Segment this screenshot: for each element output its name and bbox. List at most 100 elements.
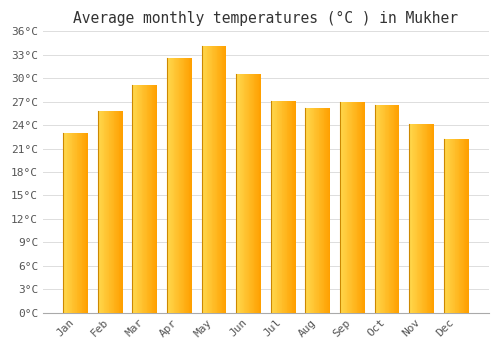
Bar xyxy=(289,101,290,313)
Bar xyxy=(260,75,261,313)
Bar xyxy=(306,108,307,313)
Bar xyxy=(132,85,133,313)
Bar xyxy=(411,124,412,313)
Bar xyxy=(322,108,323,313)
Bar xyxy=(86,133,88,313)
Bar xyxy=(180,58,181,313)
Bar xyxy=(451,139,452,313)
Bar xyxy=(324,108,326,313)
Bar xyxy=(313,108,314,313)
Bar xyxy=(104,111,106,313)
Bar xyxy=(352,102,353,313)
Bar xyxy=(251,75,252,313)
Bar xyxy=(135,85,136,313)
Bar xyxy=(241,75,242,313)
Bar xyxy=(290,101,292,313)
Bar xyxy=(148,85,149,313)
Bar xyxy=(457,139,458,313)
Bar xyxy=(176,58,177,313)
Bar xyxy=(462,139,463,313)
Bar xyxy=(65,133,66,313)
Bar xyxy=(156,85,158,313)
Bar xyxy=(248,75,250,313)
Bar xyxy=(318,108,320,313)
Bar xyxy=(72,133,73,313)
Bar xyxy=(340,102,341,313)
Bar xyxy=(463,139,464,313)
Bar xyxy=(419,124,420,313)
Bar xyxy=(278,101,279,313)
Bar xyxy=(144,85,145,313)
Bar xyxy=(112,111,113,313)
Bar xyxy=(114,111,116,313)
Bar xyxy=(327,108,328,313)
Bar xyxy=(174,58,176,313)
Bar xyxy=(414,124,415,313)
Bar xyxy=(363,102,364,313)
Bar xyxy=(188,58,190,313)
Bar xyxy=(374,105,376,313)
Bar xyxy=(274,101,275,313)
Bar xyxy=(320,108,321,313)
Bar xyxy=(430,124,432,313)
Bar xyxy=(390,105,391,313)
Bar xyxy=(224,46,225,313)
Bar xyxy=(391,105,392,313)
Bar xyxy=(396,105,397,313)
Bar xyxy=(328,108,330,313)
Bar xyxy=(394,105,396,313)
Bar xyxy=(416,124,418,313)
Bar xyxy=(172,58,173,313)
Bar xyxy=(355,102,356,313)
Bar xyxy=(428,124,429,313)
Bar xyxy=(222,46,223,313)
Bar xyxy=(444,139,446,313)
Bar xyxy=(153,85,154,313)
Bar xyxy=(294,101,295,313)
Bar xyxy=(323,108,324,313)
Bar xyxy=(76,133,78,313)
Bar xyxy=(461,139,462,313)
Bar xyxy=(149,85,150,313)
Bar xyxy=(69,133,70,313)
Bar xyxy=(257,75,258,313)
Bar xyxy=(206,46,208,313)
Bar xyxy=(177,58,178,313)
Bar xyxy=(134,85,135,313)
Bar xyxy=(362,102,363,313)
Bar xyxy=(279,101,280,313)
Bar xyxy=(312,108,313,313)
Bar xyxy=(453,139,454,313)
Bar xyxy=(106,111,107,313)
Bar xyxy=(341,102,342,313)
Bar xyxy=(280,101,281,313)
Bar xyxy=(447,139,448,313)
Bar xyxy=(423,124,424,313)
Bar xyxy=(145,85,146,313)
Bar xyxy=(381,105,382,313)
Bar xyxy=(182,58,183,313)
Bar xyxy=(84,133,85,313)
Bar xyxy=(454,139,456,313)
Bar xyxy=(383,105,384,313)
Bar xyxy=(380,105,381,313)
Bar xyxy=(107,111,108,313)
Bar xyxy=(102,111,103,313)
Bar xyxy=(321,108,322,313)
Bar xyxy=(311,108,312,313)
Bar xyxy=(295,101,296,313)
Bar xyxy=(168,58,170,313)
Bar xyxy=(110,111,111,313)
Bar xyxy=(258,75,260,313)
Bar xyxy=(68,133,69,313)
Bar xyxy=(433,124,434,313)
Bar xyxy=(214,46,215,313)
Bar xyxy=(420,124,422,313)
Bar xyxy=(376,105,377,313)
Bar xyxy=(210,46,212,313)
Bar xyxy=(218,46,219,313)
Bar xyxy=(392,105,393,313)
Bar xyxy=(209,46,210,313)
Bar xyxy=(171,58,172,313)
Bar xyxy=(356,102,358,313)
